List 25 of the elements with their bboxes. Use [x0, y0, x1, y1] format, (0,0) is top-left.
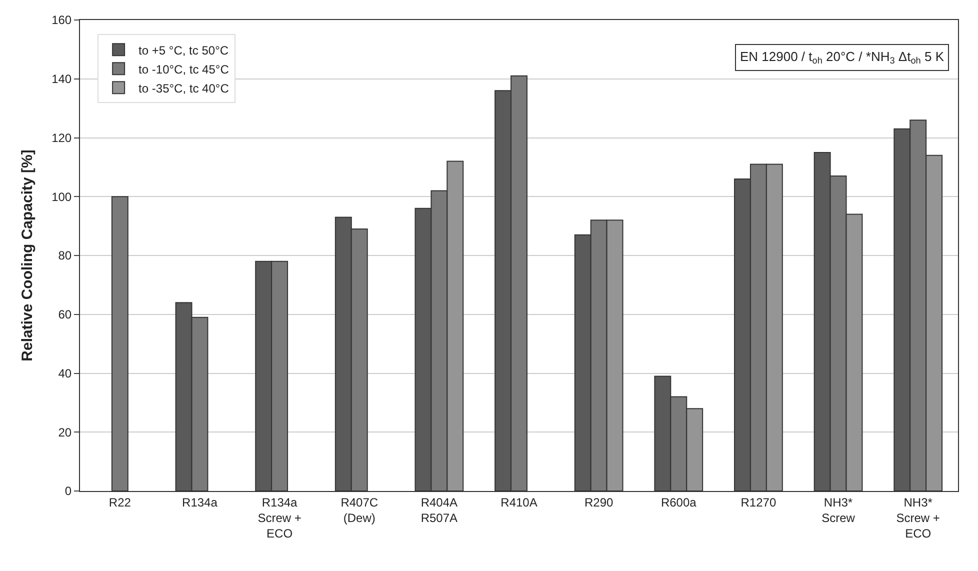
x-tick-label: R290 — [584, 495, 614, 510]
x-tick-label: R134a Screw + ECO — [258, 495, 302, 541]
y-tick-label: 20 — [58, 425, 72, 440]
y-tick-label: 0 — [64, 484, 72, 498]
y-tick-label: 100 — [52, 190, 72, 204]
legend-label: to +5 °C, tc 50°C — [138, 43, 229, 58]
x-tick-label: R407C (Dew) — [340, 495, 378, 525]
y-tick-label: 140 — [52, 72, 72, 86]
legend-label: to -10°C, tc 45°C — [138, 62, 230, 76]
x-tick-label: NH3* Screw — [822, 495, 856, 525]
annotation: EN 12900 / t$_{oh}$ 20°C / *NH$_{3}$ Δt$_{oh}$ 5 K — [740, 49, 944, 66]
y-tick-label: 40 — [58, 366, 72, 380]
y-tick-label: 160 — [52, 13, 72, 28]
x-tick-label: NH3* Screw + ECO — [896, 495, 940, 541]
x-tick-label: R134a — [182, 495, 218, 510]
y-tick-label: 80 — [58, 248, 72, 263]
x-tick-label: R1270 — [740, 495, 776, 510]
y-tick-label: 120 — [52, 130, 72, 145]
legend-label: to -35°C, tc 40°C — [138, 81, 230, 96]
y-tick-label: 60 — [58, 308, 72, 322]
x-tick-label: R410A — [500, 495, 538, 510]
x-tick-label: R22 — [108, 495, 132, 510]
x-tick-label: R404A R507A — [420, 495, 458, 525]
y-axis-title: Relative Cooling Capacity [%] — [18, 150, 36, 362]
x-tick-label: R600a — [660, 495, 697, 510]
